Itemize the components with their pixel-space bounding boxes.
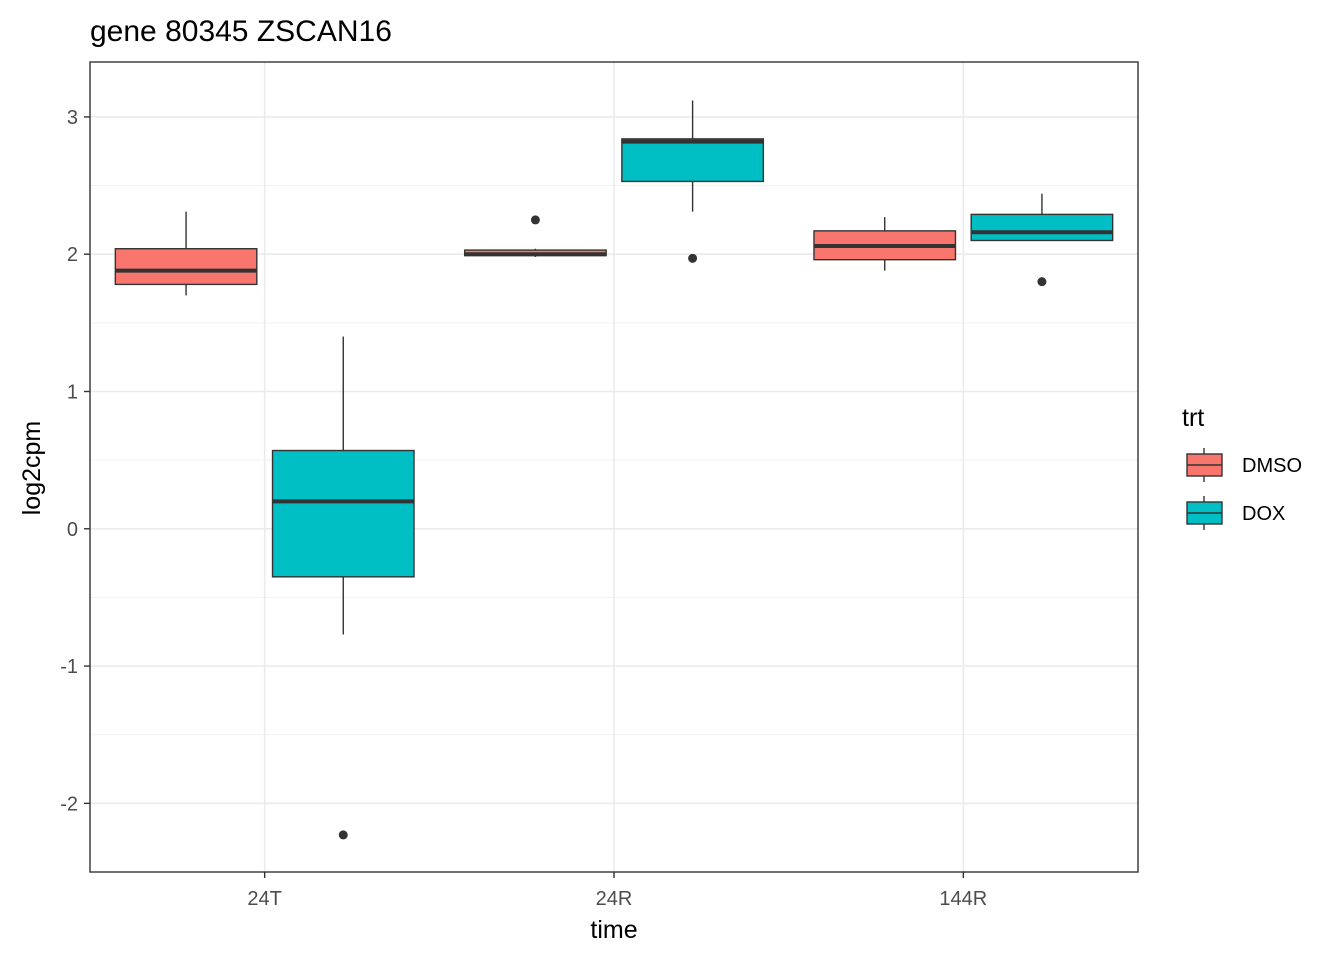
legend-label: DMSO [1242,455,1302,477]
box-dox-24r [621,100,765,263]
legend-item-dox: DOX [1186,496,1285,530]
outlier-point [1037,277,1047,287]
grid-lines [90,62,1138,872]
y-tick-label: 1 [67,381,78,403]
x-tick-label: 144R [939,888,987,910]
outlier-point [338,830,348,840]
y-tick-label: 2 [67,244,78,266]
legend-title: trt [1182,404,1204,432]
x-tick-label: 24R [596,888,633,910]
y-axis: -2 -1 0 1 2 3 [60,107,90,815]
outlier-point [688,253,698,263]
y-tick-label: 0 [67,519,78,541]
y-tick-label: 3 [67,107,78,129]
outlier-point [530,215,540,225]
y-axis-title: log2cpm [18,421,46,516]
y-tick-label: -2 [60,793,78,815]
x-tick-label: 24T [247,888,281,910]
box-iqr [114,248,258,286]
box-dox-144r [970,193,1114,287]
box-dox-24t [271,336,415,840]
chart-title: gene 80345 ZSCAN16 [90,15,392,48]
legend: trt DMSO DOX [1182,404,1302,530]
legend-label: DOX [1242,503,1285,525]
boxplots [114,100,1114,840]
x-axis-title: time [590,916,637,944]
box-dmso-24r [463,215,607,257]
box-dmso-24t [114,211,258,296]
box-iqr [621,138,765,183]
legend-item-dmso: DMSO [1186,448,1302,482]
x-axis: 24T 24R 144R [247,872,987,910]
box-iqr [970,213,1114,242]
box-iqr [271,449,415,578]
y-tick-label: -1 [60,656,78,678]
box-dmso-144r [813,217,957,271]
